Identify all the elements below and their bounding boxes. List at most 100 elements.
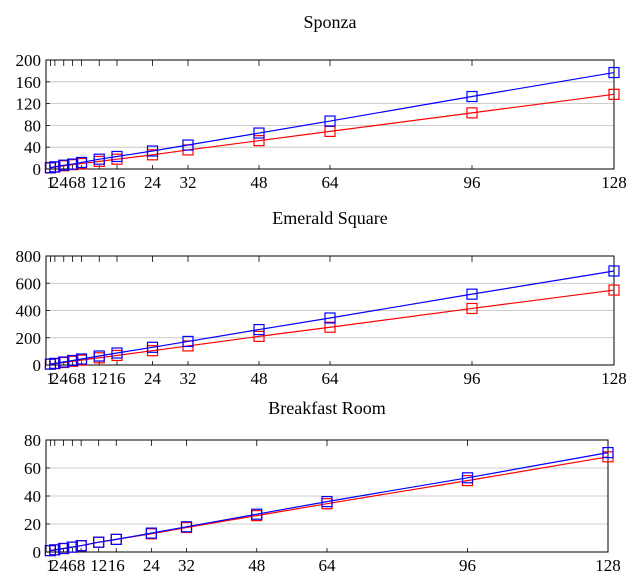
x-tick-label: 24 bbox=[144, 173, 162, 192]
x-tick-label: 2 bbox=[51, 556, 60, 575]
data-point-marker bbox=[608, 66, 620, 79]
x-tick-label: 64 bbox=[322, 173, 340, 192]
x-tick-label: 12 bbox=[90, 556, 107, 575]
x-tick-label: 4 bbox=[60, 173, 69, 192]
x-tick-label: 1 bbox=[46, 556, 55, 575]
x-tick-label: 48 bbox=[251, 369, 268, 388]
y-tick-label: 600 bbox=[16, 274, 42, 293]
y-tick-label: 0 bbox=[33, 160, 42, 179]
x-tick-label: 16 bbox=[108, 556, 125, 575]
y-tick-label: 200 bbox=[16, 51, 42, 70]
x-tick-label: 12 bbox=[91, 369, 108, 388]
x-tick-label: 8 bbox=[77, 173, 86, 192]
x-tick-label: 16 bbox=[109, 369, 126, 388]
series-line-0 bbox=[50, 452, 609, 552]
data-point-marker bbox=[111, 150, 123, 163]
data-point-marker bbox=[182, 335, 194, 348]
x-tick-label: 96 bbox=[464, 369, 481, 388]
data-point-marker bbox=[58, 159, 70, 171]
data-point-marker bbox=[251, 508, 263, 520]
y-tick-label: 40 bbox=[24, 138, 41, 157]
x-tick-label: 48 bbox=[248, 556, 265, 575]
data-point-marker bbox=[110, 533, 122, 546]
data-point-marker bbox=[253, 135, 265, 147]
data-point-marker bbox=[67, 354, 79, 367]
y-tick-label: 60 bbox=[24, 459, 41, 478]
x-tick-label: 32 bbox=[178, 556, 195, 575]
data-point-marker bbox=[253, 330, 265, 342]
plot-frame bbox=[45, 255, 615, 366]
y-tick-label: 160 bbox=[16, 73, 42, 92]
plot-frame bbox=[45, 439, 609, 553]
data-point-marker bbox=[111, 347, 123, 359]
x-tick-label: 64 bbox=[322, 369, 340, 388]
y-tick-label: 40 bbox=[24, 487, 41, 506]
data-point-marker bbox=[145, 527, 157, 539]
series-line-0 bbox=[50, 71, 615, 169]
x-tick-label: 16 bbox=[109, 173, 126, 192]
x-tick-label: 2 bbox=[51, 369, 60, 388]
x-tick-label: 4 bbox=[59, 556, 68, 575]
data-point-marker bbox=[146, 145, 159, 157]
data-point-marker bbox=[75, 540, 87, 552]
x-tick-label: 96 bbox=[464, 173, 481, 192]
data-point-marker bbox=[466, 288, 478, 300]
data-point-marker bbox=[58, 356, 70, 368]
data-point-marker bbox=[180, 521, 193, 533]
data-point-marker bbox=[182, 139, 194, 151]
data-point-marker bbox=[93, 536, 105, 548]
x-tick-label: 6 bbox=[68, 369, 77, 388]
chart-title: Emerald Square bbox=[272, 208, 387, 228]
chart-title: Breakfast Room bbox=[268, 398, 385, 418]
y-tick-label: 200 bbox=[16, 329, 42, 348]
data-point-marker bbox=[44, 544, 56, 557]
x-tick-label: 32 bbox=[180, 369, 197, 388]
x-tick-label: 2 bbox=[51, 173, 60, 192]
x-tick-label: 48 bbox=[251, 173, 268, 192]
data-point-marker bbox=[75, 156, 88, 169]
data-point-marker bbox=[49, 357, 61, 369]
x-tick-label: 8 bbox=[77, 369, 86, 388]
y-tick-label: 120 bbox=[16, 95, 42, 114]
y-tick-label: 400 bbox=[16, 302, 42, 321]
x-tick-label: 128 bbox=[601, 369, 627, 388]
x-tick-label: 128 bbox=[595, 556, 621, 575]
data-point-marker bbox=[608, 284, 620, 296]
x-tick-label: 1 bbox=[46, 173, 55, 192]
data-point-marker bbox=[321, 496, 333, 508]
series-line-1 bbox=[50, 289, 615, 365]
x-tick-label: 1 bbox=[46, 369, 55, 388]
y-tick-label: 80 bbox=[24, 116, 41, 135]
x-tick-label: 24 bbox=[144, 369, 162, 388]
data-point-marker bbox=[324, 115, 336, 127]
data-point-marker bbox=[466, 90, 478, 103]
x-tick-label: 12 bbox=[91, 173, 108, 192]
data-point-marker bbox=[324, 312, 336, 324]
y-tick-label: 0 bbox=[33, 543, 42, 562]
data-point-marker bbox=[49, 161, 61, 173]
y-tick-label: 80 bbox=[24, 431, 41, 450]
x-tick-label: 6 bbox=[68, 556, 77, 575]
data-point-marker bbox=[253, 323, 265, 336]
x-tick-label: 128 bbox=[601, 173, 627, 192]
data-point-marker bbox=[466, 302, 478, 315]
x-tick-label: 64 bbox=[319, 556, 337, 575]
data-point-marker bbox=[57, 542, 70, 555]
data-point-marker bbox=[602, 447, 614, 459]
data-point-marker bbox=[608, 88, 620, 100]
x-tick-label: 4 bbox=[60, 369, 69, 388]
y-tick-label: 0 bbox=[33, 356, 42, 375]
plot-frame bbox=[45, 59, 615, 170]
y-tick-label: 20 bbox=[24, 515, 41, 534]
series-line-1 bbox=[50, 93, 615, 169]
x-tick-label: 8 bbox=[77, 556, 86, 575]
data-point-marker bbox=[75, 353, 88, 365]
data-point-marker bbox=[146, 341, 159, 353]
data-point-marker bbox=[49, 544, 61, 556]
data-point-marker bbox=[67, 158, 79, 170]
data-point-marker bbox=[66, 541, 78, 553]
